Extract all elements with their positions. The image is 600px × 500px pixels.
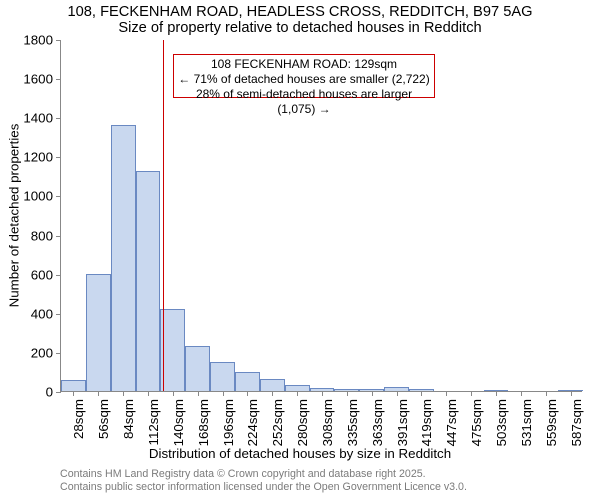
ytick-mark <box>56 353 61 354</box>
x-axis-label: Distribution of detached houses by size … <box>0 446 600 461</box>
ytick-mark <box>56 314 61 315</box>
ytick-label: 1000 <box>23 189 53 204</box>
xtick-mark <box>223 391 224 396</box>
histogram-bar <box>61 380 86 391</box>
xtick-label: 168sqm <box>196 399 211 446</box>
chart-title-line2: Size of property relative to detached ho… <box>0 20 600 36</box>
xtick-label: 531sqm <box>519 399 534 446</box>
xtick-label: 28sqm <box>71 399 86 439</box>
histogram-bar <box>260 379 285 391</box>
xtick-label: 335sqm <box>345 399 360 446</box>
xtick-mark <box>496 391 497 396</box>
plot-area: 108 FECKENHAM ROAD: 129sqm ← 71% of deta… <box>60 40 582 392</box>
histogram-bar <box>86 274 111 391</box>
annotation-line1: 108 FECKENHAM ROAD: 129sqm <box>178 57 430 72</box>
xtick-label: 56sqm <box>96 399 111 439</box>
credits-line1: Contains HM Land Registry data © Crown c… <box>60 468 467 481</box>
xtick-mark <box>471 391 472 396</box>
xtick-label: 419sqm <box>419 399 434 446</box>
ytick-label: 400 <box>31 306 53 321</box>
chart-title-line1: 108, FECKENHAM ROAD, HEADLESS CROSS, RED… <box>0 4 600 20</box>
xtick-label: 196sqm <box>221 399 236 446</box>
ytick-mark <box>56 40 61 41</box>
xtick-mark <box>98 391 99 396</box>
annotation-line3: 28% of semi-detached houses are larger (… <box>178 87 430 117</box>
ytick-mark <box>56 196 61 197</box>
xtick-mark <box>173 391 174 396</box>
xtick-mark <box>247 391 248 396</box>
xtick-label: 224sqm <box>245 399 260 446</box>
ytick-mark <box>56 392 61 393</box>
ytick-mark <box>56 79 61 80</box>
ytick-label: 600 <box>31 267 53 282</box>
histogram-bar <box>111 125 136 391</box>
xtick-mark <box>73 391 74 396</box>
xtick-mark <box>148 391 149 396</box>
xtick-label: 363sqm <box>370 399 385 446</box>
xtick-mark <box>397 391 398 396</box>
xtick-label: 140sqm <box>171 399 186 446</box>
xtick-mark <box>272 391 273 396</box>
xtick-mark <box>521 391 522 396</box>
xtick-mark <box>297 391 298 396</box>
histogram-bar <box>210 362 235 391</box>
xtick-label: 391sqm <box>395 399 410 446</box>
credits-line2: Contains public sector information licen… <box>60 481 467 494</box>
ytick-label: 1800 <box>23 33 53 48</box>
histogram-bar <box>136 171 161 391</box>
ytick-label: 1600 <box>23 72 53 87</box>
xtick-label: 503sqm <box>494 399 509 446</box>
xtick-label: 447sqm <box>444 399 459 446</box>
xtick-mark <box>347 391 348 396</box>
ytick-label: 200 <box>31 345 53 360</box>
xtick-label: 475sqm <box>469 399 484 446</box>
ytick-label: 800 <box>31 228 53 243</box>
histogram-chart: 108, FECKENHAM ROAD, HEADLESS CROSS, RED… <box>0 0 600 500</box>
ytick-label: 1200 <box>23 150 53 165</box>
xtick-mark <box>372 391 373 396</box>
xtick-label: 308sqm <box>320 399 335 446</box>
ytick-mark <box>56 118 61 119</box>
ytick-mark <box>56 236 61 237</box>
histogram-bar <box>235 372 260 391</box>
annotation-box: 108 FECKENHAM ROAD: 129sqm ← 71% of deta… <box>173 54 435 98</box>
xtick-label: 112sqm <box>146 399 161 445</box>
credits-block: Contains HM Land Registry data © Crown c… <box>60 468 467 494</box>
xtick-mark <box>446 391 447 396</box>
xtick-mark <box>198 391 199 396</box>
histogram-bar <box>185 346 210 391</box>
xtick-mark <box>571 391 572 396</box>
xtick-mark <box>421 391 422 396</box>
xtick-label: 587sqm <box>569 399 584 446</box>
xtick-mark <box>123 391 124 396</box>
y-axis-label: Number of detached properties <box>7 40 22 392</box>
annotation-line2: ← 71% of detached houses are smaller (2,… <box>178 72 430 87</box>
ytick-label: 0 <box>46 385 53 400</box>
xtick-label: 84sqm <box>121 399 136 439</box>
xtick-mark <box>322 391 323 396</box>
ytick-label: 1400 <box>23 111 53 126</box>
reference-line <box>163 40 164 391</box>
xtick-label: 252sqm <box>270 399 285 446</box>
xtick-label: 280sqm <box>295 399 310 446</box>
ytick-mark <box>56 275 61 276</box>
ytick-mark <box>56 157 61 158</box>
xtick-mark <box>546 391 547 396</box>
xtick-label: 559sqm <box>544 399 559 446</box>
